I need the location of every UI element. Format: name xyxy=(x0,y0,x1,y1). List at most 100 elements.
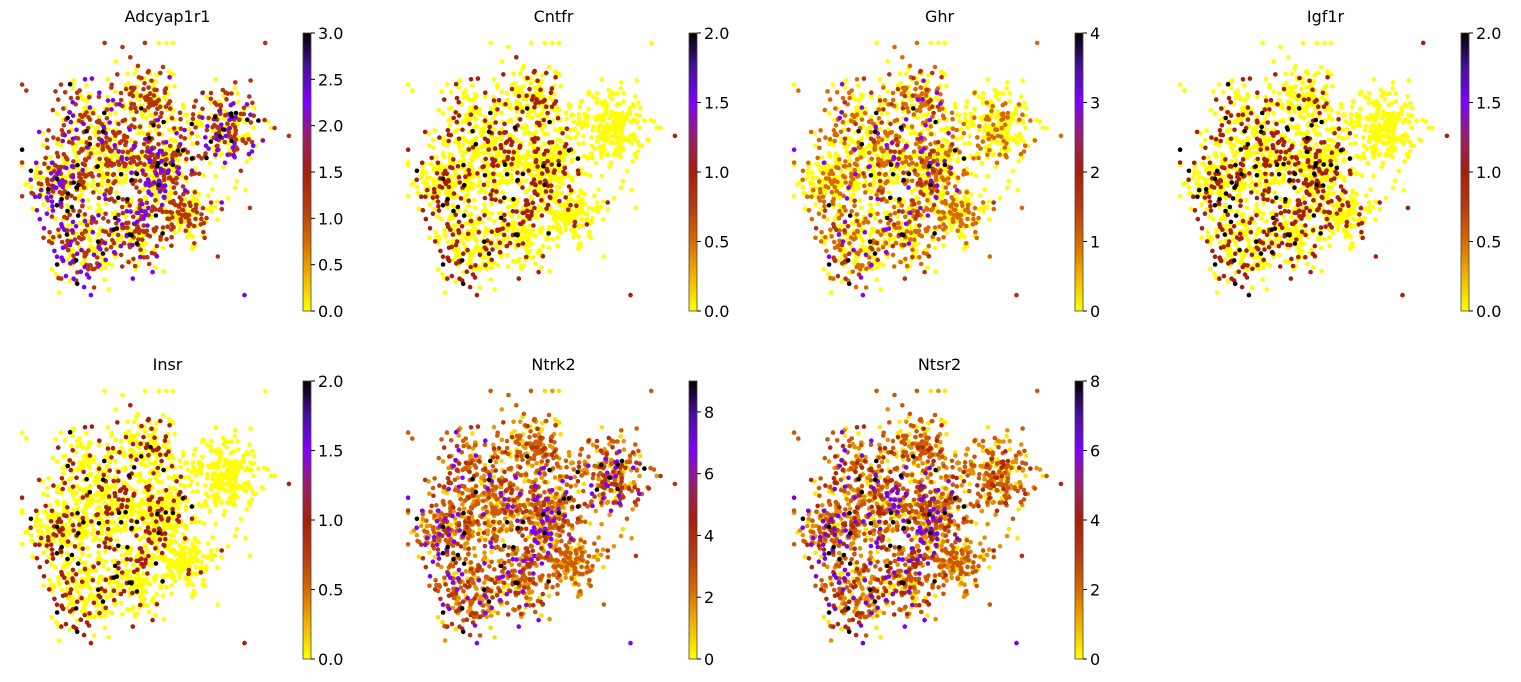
cell-point xyxy=(438,248,443,254)
cell-point xyxy=(77,88,82,93)
cell-point xyxy=(837,208,842,214)
cell-point xyxy=(600,102,605,107)
cell-point xyxy=(858,205,864,211)
cell-point xyxy=(497,180,502,186)
cell-point xyxy=(159,202,165,208)
cell-point xyxy=(552,127,558,132)
cell-point xyxy=(131,143,137,149)
cell-point xyxy=(85,198,91,203)
cell-point xyxy=(618,185,624,191)
cell-point xyxy=(107,197,112,203)
cell-point xyxy=(515,170,520,175)
cell-point xyxy=(218,104,223,109)
cell-point xyxy=(800,168,806,174)
cell-point xyxy=(160,64,166,70)
cell-point xyxy=(506,197,512,202)
cell-point xyxy=(981,204,986,209)
cell-point xyxy=(149,164,154,169)
cell-point xyxy=(113,89,119,95)
cell-point xyxy=(87,117,93,122)
cell-point xyxy=(511,197,516,202)
cell-point xyxy=(440,254,446,259)
cell-point xyxy=(234,178,240,184)
cell-point xyxy=(942,40,948,46)
cell-point xyxy=(177,227,182,233)
cell-point xyxy=(554,209,559,215)
cell-point xyxy=(170,162,176,168)
cell-point xyxy=(523,178,529,184)
cell-point xyxy=(148,112,153,118)
cell-point xyxy=(160,231,165,236)
cell-point xyxy=(497,130,502,136)
cell-point xyxy=(97,262,102,268)
cell-point xyxy=(419,194,424,199)
cell-point xyxy=(137,227,142,232)
cell-point xyxy=(78,112,83,118)
cell-point xyxy=(46,182,51,187)
cell-point xyxy=(477,111,483,117)
cell-point xyxy=(949,227,954,233)
cell-point xyxy=(1004,85,1009,91)
cell-point xyxy=(180,207,186,213)
cell-point xyxy=(547,194,552,200)
cell-point xyxy=(453,278,458,284)
cell-point xyxy=(213,77,219,82)
cell-point xyxy=(600,149,605,154)
cell-point xyxy=(820,194,826,200)
cell-point xyxy=(201,173,207,178)
cell-point xyxy=(118,252,124,258)
cell-point xyxy=(208,200,214,205)
cell-point xyxy=(414,184,420,190)
cell-point xyxy=(217,134,223,139)
cell-point xyxy=(125,149,131,155)
cell-point xyxy=(838,129,844,135)
cell-point xyxy=(140,114,145,119)
cell-point xyxy=(138,247,143,252)
cell-point xyxy=(985,173,990,179)
cell-point xyxy=(444,142,450,148)
cell-point xyxy=(504,179,510,184)
cell-point xyxy=(534,112,539,118)
cell-point xyxy=(507,137,513,142)
cell-point xyxy=(972,106,977,112)
cell-point xyxy=(167,106,173,111)
cell-point xyxy=(420,208,426,213)
cell-point xyxy=(70,140,75,146)
cell-point xyxy=(442,231,447,237)
cell-point xyxy=(1023,105,1029,111)
cell-point xyxy=(535,136,541,141)
cell-point xyxy=(920,112,925,118)
cell-point xyxy=(180,101,186,107)
cell-point xyxy=(875,201,880,207)
cell-point xyxy=(483,90,488,95)
cell-point xyxy=(101,124,106,130)
cell-point xyxy=(109,107,114,112)
cell-point xyxy=(554,191,560,196)
cell-point xyxy=(231,101,236,106)
cell-point xyxy=(842,113,848,118)
cell-point xyxy=(628,292,633,298)
cell-point xyxy=(189,121,194,127)
cell-point xyxy=(501,237,506,242)
cell-point xyxy=(1016,159,1021,164)
cell-point xyxy=(542,131,548,137)
cell-point xyxy=(495,163,501,168)
cell-point xyxy=(482,202,487,207)
cell-point xyxy=(437,135,442,140)
cell-point xyxy=(505,204,511,210)
cell-point xyxy=(163,151,168,156)
cell-point xyxy=(562,203,567,209)
cell-point xyxy=(849,138,854,143)
cell-point xyxy=(471,198,477,203)
cell-point xyxy=(418,175,424,181)
cell-point xyxy=(146,261,152,267)
cell-point xyxy=(863,190,868,195)
cell-point xyxy=(423,194,428,200)
cell-point xyxy=(70,113,76,118)
cell-point xyxy=(817,145,822,151)
cell-point xyxy=(75,213,81,218)
cell-point xyxy=(549,104,555,109)
cell-point xyxy=(107,137,113,142)
cell-point xyxy=(41,202,46,207)
cell-point xyxy=(473,236,478,241)
